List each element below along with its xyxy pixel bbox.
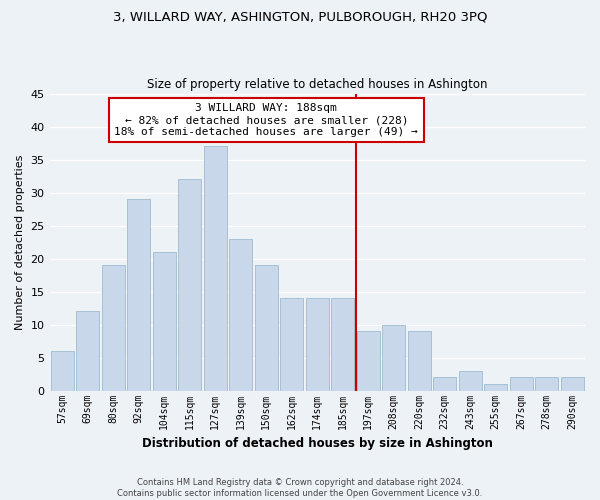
Bar — [102, 265, 125, 390]
Bar — [433, 378, 456, 390]
Bar — [535, 378, 558, 390]
Bar — [484, 384, 507, 390]
Text: 3 WILLARD WAY: 188sqm
← 82% of detached houses are smaller (228)
18% of semi-det: 3 WILLARD WAY: 188sqm ← 82% of detached … — [115, 104, 418, 136]
Bar — [408, 331, 431, 390]
Bar — [382, 324, 405, 390]
Bar — [229, 239, 252, 390]
Y-axis label: Number of detached properties: Number of detached properties — [15, 154, 25, 330]
X-axis label: Distribution of detached houses by size in Ashington: Distribution of detached houses by size … — [142, 437, 493, 450]
Bar — [204, 146, 227, 390]
Bar — [280, 298, 303, 390]
Bar — [510, 378, 533, 390]
Text: Contains HM Land Registry data © Crown copyright and database right 2024.
Contai: Contains HM Land Registry data © Crown c… — [118, 478, 482, 498]
Bar — [76, 312, 99, 390]
Text: 3, WILLARD WAY, ASHINGTON, PULBOROUGH, RH20 3PQ: 3, WILLARD WAY, ASHINGTON, PULBOROUGH, R… — [113, 10, 487, 23]
Bar — [255, 265, 278, 390]
Bar — [357, 331, 380, 390]
Bar — [178, 180, 201, 390]
Bar — [331, 298, 354, 390]
Bar — [459, 371, 482, 390]
Bar — [153, 252, 176, 390]
Bar — [561, 378, 584, 390]
Title: Size of property relative to detached houses in Ashington: Size of property relative to detached ho… — [147, 78, 488, 91]
Bar — [306, 298, 329, 390]
Bar — [127, 199, 150, 390]
Bar — [51, 351, 74, 391]
